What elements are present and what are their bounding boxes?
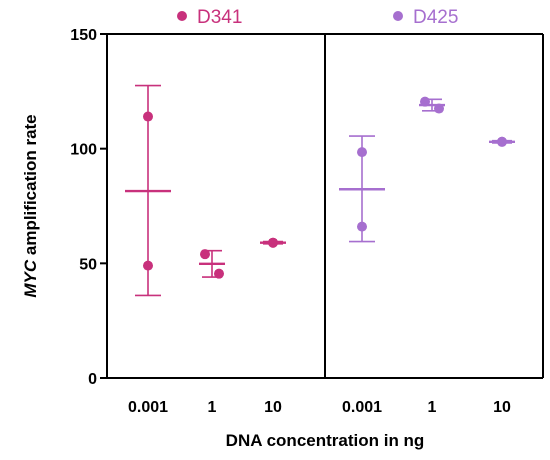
x-tick-label: 1 xyxy=(208,399,217,416)
data-point xyxy=(143,111,153,122)
x-tick-label: 0.001 xyxy=(128,399,168,416)
legend-label: D341 xyxy=(197,7,242,28)
data-point xyxy=(214,268,224,279)
data-group xyxy=(125,84,171,297)
plot-panels xyxy=(106,33,544,379)
y-axis: 0 50 100 150 xyxy=(70,27,107,388)
data-group xyxy=(339,135,385,243)
data-point xyxy=(357,221,367,232)
y-axis-title-italic: MYC xyxy=(21,259,40,298)
x-tick-label: 1 xyxy=(428,399,437,416)
legend-marker xyxy=(177,11,187,21)
x-axis-title: DNA concentration in ng xyxy=(226,431,425,450)
data-group xyxy=(489,136,515,147)
y-axis-title-rest: amplification rate xyxy=(21,114,40,259)
y-tick-label: 100 xyxy=(70,142,97,159)
legend: D341 D425 xyxy=(177,7,458,28)
data-point xyxy=(357,147,367,158)
data-group xyxy=(260,237,286,248)
y-tick-label: 0 xyxy=(88,371,97,388)
legend-marker xyxy=(393,11,403,21)
x-tick-label: 0.001 xyxy=(342,399,382,416)
x-axis: 0.001 1 10 0.001 1 10 xyxy=(128,399,511,416)
x-tick-label: 10 xyxy=(264,399,282,416)
y-tick-label: 50 xyxy=(79,256,97,273)
data-group xyxy=(419,96,445,114)
data-point xyxy=(200,249,210,260)
x-tick-label: 10 xyxy=(493,399,511,416)
y-tick-label: 150 xyxy=(70,27,97,44)
data-point xyxy=(143,260,153,271)
y-axis-title: MYC amplification rate xyxy=(21,114,40,297)
data-group xyxy=(199,249,225,279)
legend-label: D425 xyxy=(413,7,458,28)
